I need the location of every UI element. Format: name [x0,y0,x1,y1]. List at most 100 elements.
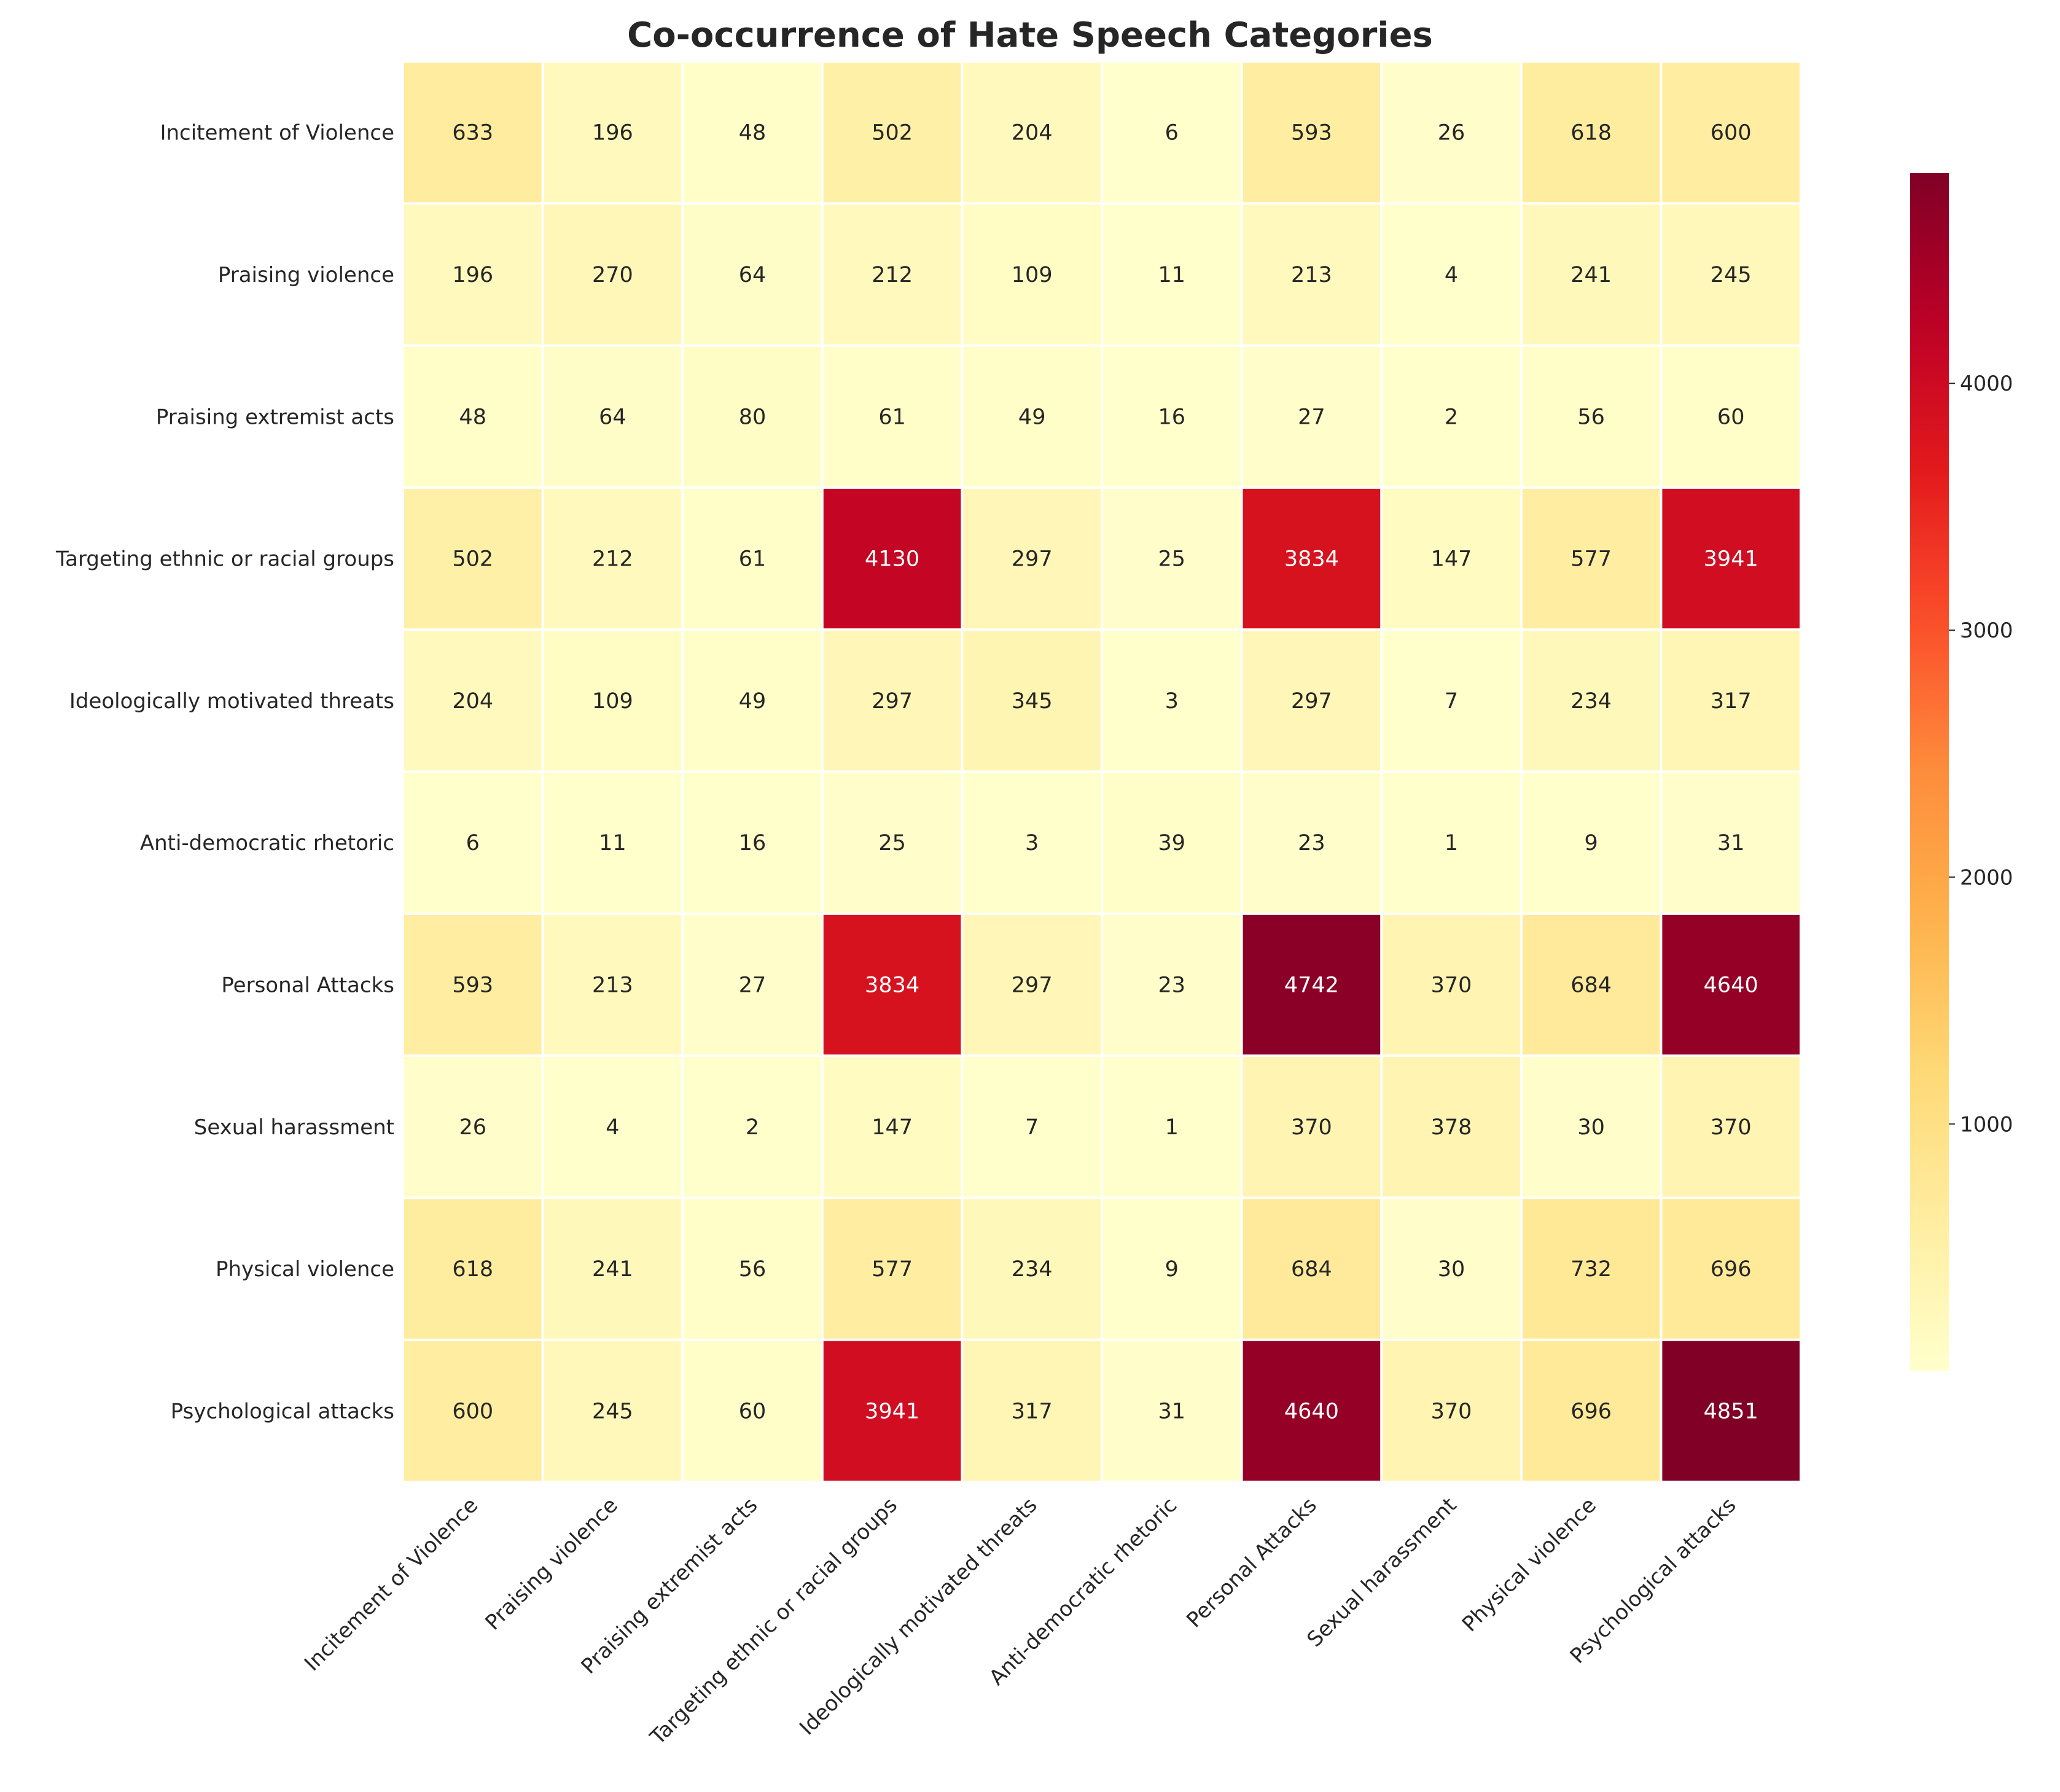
cell-value-label: 27 [1298,405,1325,429]
cell-value-label: 109 [1012,263,1053,287]
cell-value-label: 2 [1445,405,1458,429]
heatmap-cell [1383,1341,1520,1481]
cell-value-label: 11 [1158,263,1186,287]
heatmap-cell [684,1057,821,1197]
cell-value-label: 56 [739,1257,767,1282]
cell-value-label: 3941 [1704,547,1758,572]
cell-value-label: 39 [1158,831,1186,855]
heatmap-cell [963,631,1101,771]
cell-value-label: 16 [1158,405,1186,429]
heatmap-cell [404,63,542,203]
colorbar-tick-label: 2000 [1960,865,2013,890]
cell-value-label: 593 [1291,121,1332,146]
cell-value-label: 61 [878,405,906,429]
cell-value-label: 696 [1711,1257,1752,1282]
colorbar-gradient [1910,173,1949,1371]
cell-value-label: 196 [592,121,633,146]
heatmap-cell [684,205,821,345]
x-tick-label: Personal Attacks [1182,1493,1321,1632]
cell-value-label: 4640 [1284,1399,1339,1424]
colorbar: 1000 2000 3000 4000 [1910,173,2013,1371]
heatmap-cell [1522,1341,1660,1481]
heatmap-cell [963,346,1101,486]
heatmap-cell [684,346,821,486]
y-tick-label: Psychological attacks [171,1399,394,1424]
heatmap-cell [1383,488,1520,629]
heatmap-cell [1243,773,1381,913]
heatmap-cell [823,1341,961,1481]
cell-value-label: 109 [592,689,633,714]
x-tick-label: Praising violence [480,1493,622,1635]
cell-value-label: 196 [452,263,493,287]
cell-value-label: 7 [1025,1115,1039,1140]
heatmap-cell [544,914,682,1055]
heatmap-cell [1662,773,1800,913]
cell-value-label: 49 [739,689,767,714]
cell-value-label: 56 [1577,405,1605,429]
cell-value-label: 25 [878,831,906,855]
cell-value-label: 213 [592,973,633,998]
cell-value-label: 317 [1012,1399,1053,1424]
heatmap-cell [1522,914,1660,1055]
heatmap-cell [823,346,961,486]
cell-value-label: 49 [1018,405,1046,429]
y-tick-label: Personal Attacks [221,973,394,998]
heatmap-cell [1522,773,1660,913]
cell-value-label: 204 [1012,121,1053,146]
heatmap-cell [963,205,1101,345]
heatmap-cell [1662,1199,1800,1339]
heatmap-cell [1243,1057,1381,1197]
cell-value-label: 502 [872,121,913,146]
heatmap-cell [1383,1199,1520,1339]
heatmap-cell [544,205,682,345]
cell-value-label: 16 [739,831,767,855]
x-tick-label: Physical violence [1457,1493,1601,1637]
cell-value-label: 213 [1291,263,1332,287]
cell-value-label: 61 [739,547,767,572]
cell-value-label: 25 [1158,547,1186,572]
heatmap-cell [1522,1057,1660,1197]
heatmap-cell [1243,1199,1381,1339]
cell-value-label: 4130 [865,547,919,572]
cell-value-label: 684 [1570,973,1612,998]
heatmap-cell [1522,488,1660,629]
y-tick-label: Targeting ethnic or racial groups [55,547,394,572]
cell-value-label: 4 [1445,263,1458,287]
cell-value-label: 7 [1445,689,1458,714]
cell-value-label: 3 [1025,831,1039,855]
heatmap-cell [1383,63,1520,203]
heatmap-cell [963,1341,1101,1481]
heatmap-cell [684,914,821,1055]
heatmap-cell [1243,1341,1381,1481]
heatmap-cell [544,488,682,629]
cell-value-label: 212 [872,263,913,287]
cell-value-label: 618 [1570,121,1612,146]
cell-value-label: 31 [1717,831,1745,855]
chart-title: Co-occurrence of Hate Speech Categories [627,15,1433,55]
cell-value-label: 9 [1584,831,1598,855]
cell-value-label: 3834 [1284,547,1339,572]
cell-value-label: 317 [1711,689,1752,714]
cell-value-label: 234 [1012,1257,1053,1282]
heatmap-cell [823,1199,961,1339]
heatmap-cell [544,1057,682,1197]
cell-value-label: 245 [1711,263,1752,287]
heatmap-cell [823,773,961,913]
y-tick-label: Praising extremist acts [156,405,394,429]
y-tick-label: Praising violence [218,263,394,287]
heatmap-cell [684,1341,821,1481]
cell-value-label: 4640 [1704,973,1758,998]
heatmap-cell [1383,631,1520,771]
cell-value-label: 241 [1570,263,1612,287]
heatmap-cell [544,631,682,771]
y-tick-label: Physical violence [216,1257,394,1282]
cell-value-label: 212 [592,547,633,572]
cell-value-label: 23 [1158,973,1186,998]
heatmap-cell [544,63,682,203]
cell-value-label: 370 [1291,1115,1332,1140]
heatmap-cell [684,63,821,203]
cell-value-label: 80 [739,405,767,429]
